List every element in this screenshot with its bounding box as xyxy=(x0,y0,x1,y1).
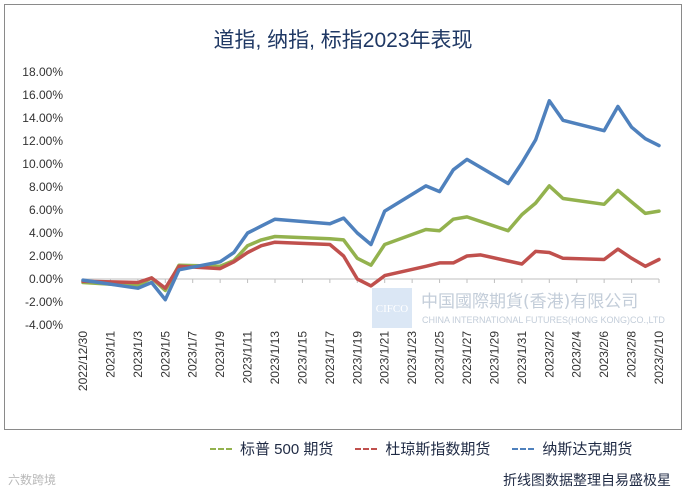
x-tick-label: 2023/2/2 xyxy=(542,331,556,378)
x-tick-label: 2023/1/15 xyxy=(295,331,309,385)
corner-watermark: 六数跨境 xyxy=(8,473,57,487)
x-tick-label: 2023/1/9 xyxy=(213,331,227,378)
y-tick-label: 2.00% xyxy=(29,249,63,263)
x-tick-label: 2023/1/23 xyxy=(405,331,419,385)
watermark: CIFCO 中国國際期貨(香港)有限公司 CHINA INTERNATIONAL… xyxy=(372,288,665,328)
x-tick-label: 2023/1/17 xyxy=(323,331,337,385)
watermark-text-en: CHINA INTERNATIONAL FUTURES(HONG KONG)CO… xyxy=(422,315,665,325)
watermark-logo-text: CIFCO xyxy=(376,303,408,315)
legend-swatch-nasdaq xyxy=(512,447,535,450)
x-tick-label: 2023/1/13 xyxy=(268,331,282,385)
watermark-logo xyxy=(372,288,412,328)
source-note: 折线图数据整理自易盛极星 xyxy=(503,472,671,488)
series-line-1 xyxy=(81,240,661,290)
x-tick-label: 2023/2/4 xyxy=(570,331,584,378)
y-tick-label: 12.00% xyxy=(22,134,63,148)
y-tick-label: 16.00% xyxy=(22,88,63,102)
x-tick-label: 2023/2/6 xyxy=(597,331,611,378)
watermark-text-cn: 中国國際期貨(香港)有限公司 xyxy=(421,292,638,312)
x-tick-label: 2023/2/10 xyxy=(652,331,666,385)
x-axis: 2022/12/30 2023/1/1 2023/1/3 2023/1/5 2023/1… xyxy=(76,278,666,391)
y-tick-label: 0.00% xyxy=(29,272,63,286)
y-tick-label: 4.00% xyxy=(29,226,63,240)
x-tick-label: 2023/1/25 xyxy=(433,331,447,385)
series-line-0 xyxy=(81,184,661,293)
x-tick-label: 2023/1/5 xyxy=(158,331,172,378)
plot-area xyxy=(81,99,661,302)
series-line-2 xyxy=(81,99,661,302)
y-tick-label: 18.00% xyxy=(22,65,63,79)
x-tick-label: 2023/2/8 xyxy=(625,331,639,378)
y-tick-label: -4.00% xyxy=(25,318,63,332)
y-tick-label: 6.00% xyxy=(29,203,63,217)
legend-label-sp500: 标普 500 期货 xyxy=(240,441,334,458)
y-tick-label: -2.00% xyxy=(25,295,63,309)
y-tick-label: 10.00% xyxy=(22,157,63,171)
legend: 标普 500 期货 杜琼斯指数期货 纳斯达克期货 xyxy=(210,438,632,459)
legend-swatch-sp500 xyxy=(210,447,232,450)
x-tick-label: 2023/1/29 xyxy=(487,331,501,385)
y-axis: 18.00% 16.00% 14.00% 12.00% 10.00% 8.00% 6.00%… xyxy=(22,65,63,332)
legend-label-nasdaq: 纳斯达克期货 xyxy=(542,441,633,458)
x-tick-label: 2023/1/11 xyxy=(241,331,255,384)
x-tick-label: 2022/12/30 xyxy=(76,331,90,391)
y-tick-label: 14.00% xyxy=(22,111,63,125)
x-tick-label: 2023/1/21 xyxy=(378,331,392,385)
line-chart: 道指, 纳指, 标指2023年表现 CIFCO 中国國際期貨(香港)有限公司 C… xyxy=(22,29,666,391)
x-tick-label: 2023/1/31 xyxy=(515,331,529,385)
legend-swatch-dow xyxy=(355,447,378,450)
legend-item-sp500: 标普 500 期货 xyxy=(210,438,333,459)
x-tick-label: 2023/1/27 xyxy=(460,331,474,385)
x-tick-label: 2023/1/19 xyxy=(350,331,364,385)
x-tick-label: 2023/1/7 xyxy=(186,331,200,378)
chart-frame: 道指, 纳指, 标指2023年表现 CIFCO 中国國際期貨(香港)有限公司 C… xyxy=(4,4,682,430)
x-tick-label: 2023/1/1 xyxy=(103,331,117,378)
y-tick-label: 8.00% xyxy=(29,180,63,194)
legend-item-dow: 杜琼斯指数期货 xyxy=(355,438,490,459)
legend-label-dow: 杜琼斯指数期货 xyxy=(385,441,491,458)
chart-title: 道指, 纳指, 标指2023年表现 xyxy=(213,29,472,52)
legend-item-nasdaq: 纳斯达克期货 xyxy=(512,438,632,459)
x-tick-label: 2023/1/3 xyxy=(131,331,145,378)
